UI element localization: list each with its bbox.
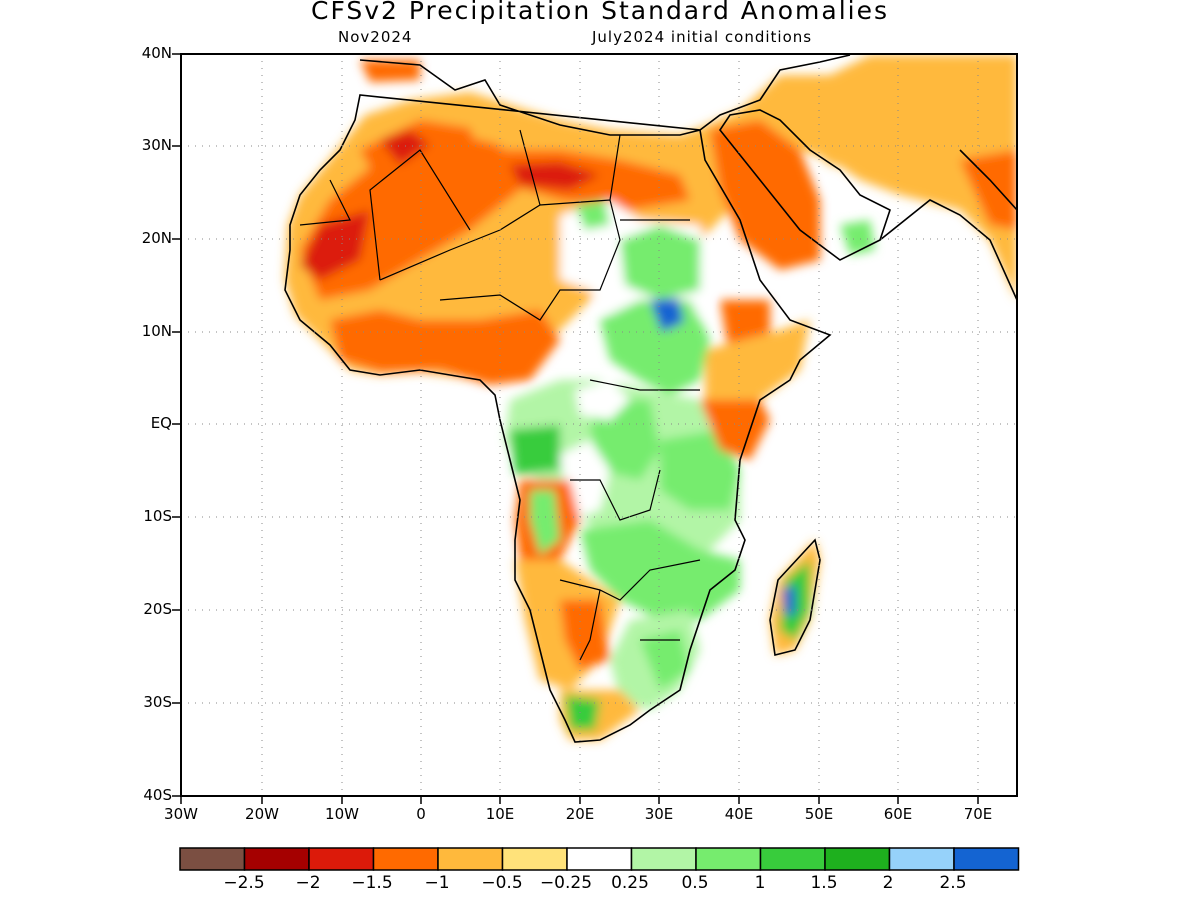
lon-label: 70E (963, 805, 993, 823)
lat-label: 40S (143, 786, 172, 804)
lon-label: 60E (883, 805, 913, 823)
lat-label: 30N (141, 136, 172, 154)
colorbar-label: −2 (295, 873, 321, 893)
colorbar-label: −2.5 (223, 873, 265, 893)
coastlines (284, 54, 1017, 743)
lat-label: EQ (150, 414, 172, 432)
colorbar-label: 1.5 (810, 873, 838, 893)
subtitle-month: Nov2024 (338, 28, 413, 46)
subtitle-initial-conditions: July2024 initial conditions (592, 28, 813, 46)
colorbar-swatch (501, 847, 568, 871)
lon-label: 10E (485, 805, 515, 823)
colorbar-swatch (759, 847, 826, 871)
colorbar-swatch (308, 847, 375, 871)
axis-ticks (172, 53, 979, 804)
lon-label: 10W (325, 805, 359, 823)
anomaly-field (285, 55, 1017, 740)
colorbar (179, 847, 1020, 871)
colorbar-swatch (888, 847, 955, 871)
colorbar-label: 0.5 (681, 873, 709, 893)
colorbar-swatch (179, 847, 246, 871)
colorbar-swatch (953, 847, 1020, 871)
map-frame (180, 53, 1018, 797)
colorbar-label: −0.25 (539, 873, 593, 893)
colorbar-label: 2 (882, 873, 894, 893)
lon-label: 30W (164, 805, 198, 823)
colorbar-swatch (243, 847, 310, 871)
chart-title: CFSv2 Precipitation Standard Anomalies (310, 0, 889, 25)
lon-label: 0 (416, 805, 426, 823)
lon-label: 40E (724, 805, 754, 823)
colorbar-swatch (630, 847, 697, 871)
lon-label: 20E (565, 805, 595, 823)
colorbar-swatch (566, 847, 633, 871)
colorbar-label: 1 (754, 873, 766, 893)
colorbar-swatch (695, 847, 762, 871)
lat-label: 10S (143, 507, 172, 525)
lat-label: 30S (143, 693, 172, 711)
colorbar-swatch (824, 847, 891, 871)
lat-label: 10N (141, 322, 172, 340)
colorbar-label: 2.5 (939, 873, 967, 893)
lat-label: 20N (141, 229, 172, 247)
lon-label: 30E (644, 805, 674, 823)
colorbar-label: −0.5 (481, 873, 523, 893)
lon-label: 50E (804, 805, 834, 823)
colorbar-label: −1 (424, 873, 450, 893)
colorbar-swatch (437, 847, 504, 871)
lon-label: 20W (245, 805, 279, 823)
lat-label: 20S (143, 600, 172, 618)
colorbar-swatch (372, 847, 439, 871)
colorbar-label: −1.5 (351, 873, 393, 893)
graticule (181, 54, 1017, 796)
lat-label: 40N (141, 44, 172, 62)
colorbar-label: 0.25 (611, 873, 649, 893)
